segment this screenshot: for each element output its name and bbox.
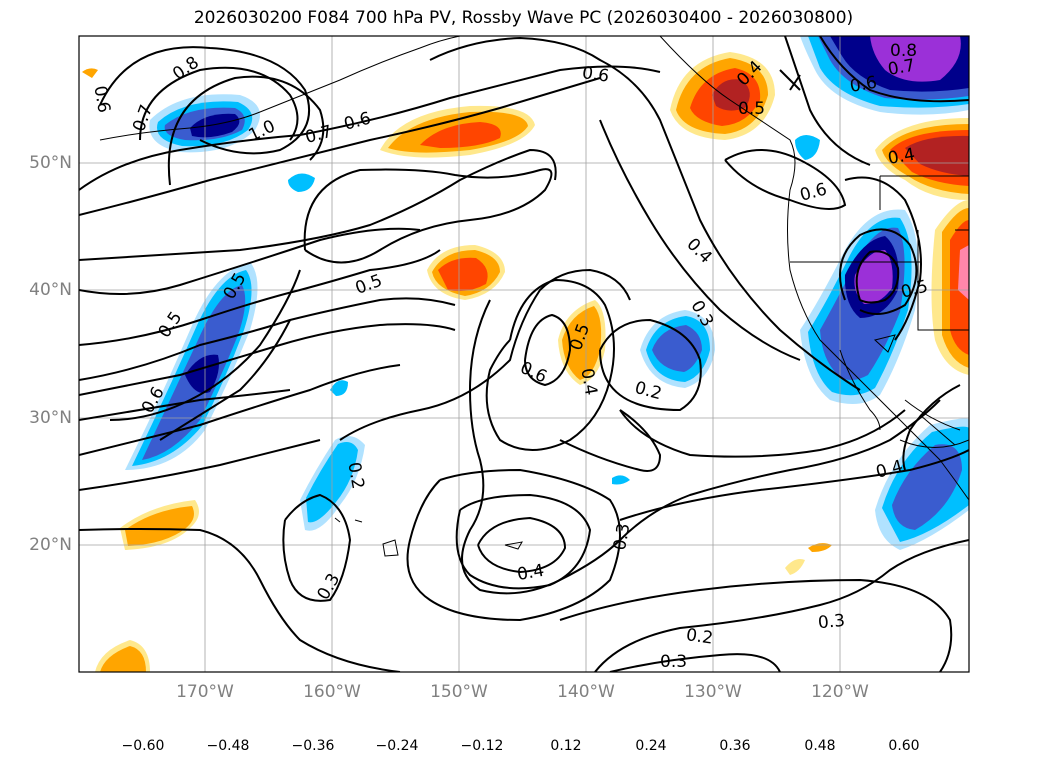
lon-label-140w: 140°W: [557, 682, 615, 702]
contour-label: 0.4: [576, 367, 600, 397]
graticule: [79, 36, 969, 672]
contour-label: 0.8: [890, 41, 917, 61]
contour-label: 0.3: [660, 652, 687, 672]
contour-label: 0.6: [89, 84, 113, 114]
contour-label: 0.3: [610, 522, 634, 552]
lat-label-30n: 30°N: [29, 408, 72, 428]
colorbar-tick: 0.60: [888, 738, 920, 754]
lon-label-130w: 130°W: [684, 682, 742, 702]
map-title: 2026030200 F084 700 hPa PV, Rossby Wave …: [193, 8, 854, 28]
lat-label-20n: 20°N: [29, 535, 72, 555]
colorbar-tick: 0.36: [719, 738, 751, 754]
contour-label: 0.7: [886, 56, 916, 80]
colorbar-tick: −0.12: [460, 738, 504, 754]
contour-label: 0.4: [516, 561, 546, 585]
shading-layer: [82, 36, 969, 672]
colorbar-tick: −0.36: [291, 738, 335, 754]
lon-label-170w: 170°W: [176, 682, 234, 702]
lon-label-150w: 150°W: [430, 682, 488, 702]
pv-contours: [79, 36, 969, 672]
plot-frame: [78, 35, 970, 673]
colorbar-tick: −0.24: [375, 738, 419, 754]
lon-label-160w: 160°W: [303, 682, 361, 702]
colorbar-tick: −0.48: [206, 738, 250, 754]
lat-label-50n: 50°N: [29, 153, 72, 173]
colorbar-tick: 0.12: [550, 738, 582, 754]
lon-label-120w: 120°W: [811, 682, 869, 702]
colorbar-tick: −0.60: [121, 738, 165, 754]
contour-label: 0.6: [581, 63, 611, 87]
colorbar-tick: 0.48: [804, 738, 836, 754]
contour-label: 0.2: [343, 461, 367, 491]
contour-label: 0.3: [817, 611, 846, 633]
contour-label: 0.4: [886, 145, 916, 169]
contour-label: 0.6: [848, 73, 878, 97]
lat-label-40n: 40°N: [29, 280, 72, 300]
contour-label: 0.5: [738, 99, 765, 119]
colorbar-tick: 0.24: [635, 738, 667, 754]
map-plot[interactable]: 0.8 0.6 0.7 1.0 0.7 0.6 0.6 0.4 0.5 0.8 …: [0, 0, 1047, 700]
coastlines: [99, 36, 969, 557]
contour-label: 0.2: [685, 625, 715, 649]
